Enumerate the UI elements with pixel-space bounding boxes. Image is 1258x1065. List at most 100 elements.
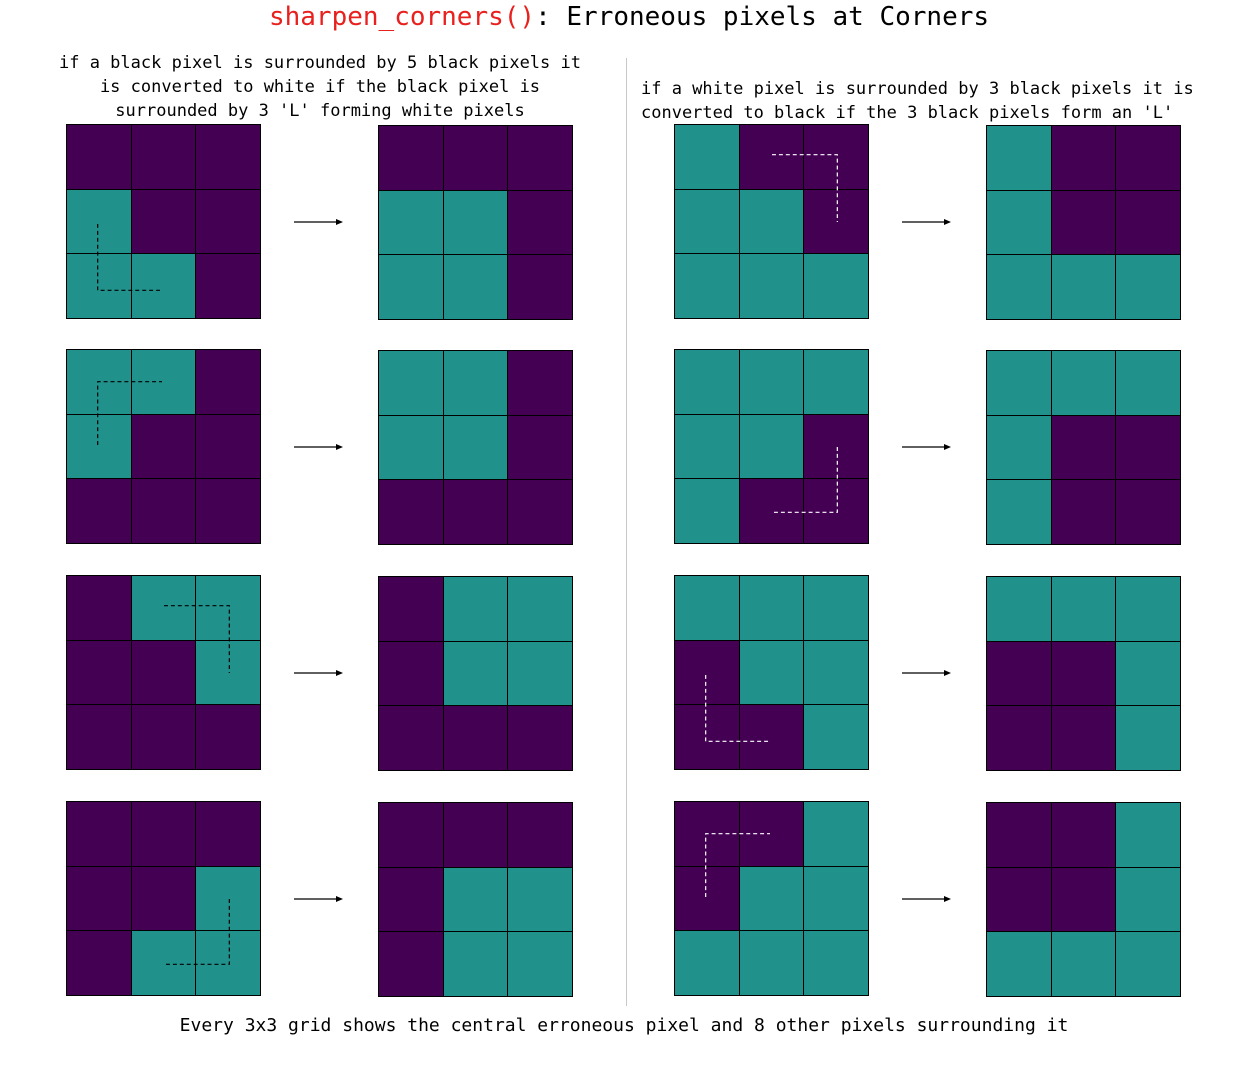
black-pixel-r0c2	[508, 351, 572, 415]
black-pixel-r2c2	[1116, 480, 1180, 544]
white-pixel-r2c2	[1116, 706, 1180, 770]
black-pixel-r0c1	[443, 803, 508, 867]
page-title: sharpen_corners(): Erroneous pixels at C…	[0, 2, 1258, 32]
black-pixel-r0c0	[379, 577, 443, 641]
white-pixel-r0c1	[443, 577, 508, 641]
white-pixel-r2c1	[739, 254, 804, 318]
right-panel-1-after-grid	[986, 125, 1181, 320]
black-pixel-r0c1	[1051, 126, 1116, 190]
white-pixel-r1c2	[1116, 641, 1180, 706]
white-pixel-r1c0	[675, 414, 739, 479]
black-pixel-r0c0	[67, 125, 131, 189]
column-divider	[626, 58, 627, 1006]
white-pixel-r0c1	[1051, 577, 1116, 641]
white-pixel-r1c0	[987, 415, 1051, 480]
white-pixel-r2c1	[443, 932, 508, 996]
right-panel-2-before-grid	[674, 349, 869, 544]
black-pixel-r2c1	[443, 706, 508, 770]
transform-arrow-icon	[294, 670, 343, 676]
white-pixel-r2c0	[379, 255, 443, 319]
white-pixel-r2c2	[804, 705, 868, 769]
white-pixel-r2c0	[67, 254, 131, 318]
white-pixel-r1c2	[1116, 867, 1180, 932]
black-pixel-r1c1	[131, 189, 196, 254]
left-panel-3-after-grid	[378, 576, 573, 771]
white-pixel-r1c1	[739, 866, 804, 931]
white-pixel-r0c0	[675, 576, 739, 640]
white-pixel-r0c2	[1116, 803, 1180, 867]
white-pixel-r1c0	[379, 415, 443, 480]
white-pixel-r2c0	[675, 479, 739, 543]
white-pixel-r0c2	[804, 576, 868, 640]
black-pixel-r2c0	[675, 705, 739, 769]
white-pixel-r2c0	[987, 932, 1051, 996]
right-panel-4-after-grid	[986, 802, 1181, 997]
white-pixel-r2c0	[675, 254, 739, 318]
black-pixel-r0c1	[739, 802, 804, 866]
black-pixel-r1c2	[804, 189, 868, 254]
black-pixel-r0c0	[379, 803, 443, 867]
white-pixel-r1c2	[804, 866, 868, 931]
black-pixel-r0c0	[675, 802, 739, 866]
white-pixel-r0c2	[1116, 577, 1180, 641]
white-pixel-r2c2	[196, 931, 260, 995]
left-panel-4-after-grid	[378, 802, 573, 997]
transform-arrow-icon	[902, 444, 951, 450]
black-pixel-r2c2	[196, 254, 260, 318]
transform-arrow-icon	[294, 896, 343, 902]
white-pixel-r1c0	[67, 189, 131, 254]
black-pixel-r1c0	[67, 640, 131, 705]
left-panel-2-before-grid	[66, 349, 261, 544]
black-pixel-r0c0	[67, 576, 131, 640]
black-pixel-r1c1	[1051, 867, 1116, 932]
white-pixel-r2c1	[739, 931, 804, 995]
white-pixel-r1c1	[443, 190, 508, 255]
white-pixel-r0c1	[131, 350, 196, 414]
white-pixel-r0c1	[1051, 351, 1116, 415]
white-pixel-r2c2	[1116, 255, 1180, 319]
black-pixel-r2c1	[739, 479, 804, 543]
white-pixel-r0c1	[739, 576, 804, 640]
white-pixel-r1c2	[508, 641, 572, 706]
white-pixel-r1c1	[739, 189, 804, 254]
black-pixel-r0c2	[508, 126, 572, 190]
white-pixel-r0c0	[67, 350, 131, 414]
right-panel-3-after-grid	[986, 576, 1181, 771]
black-pixel-r1c2	[508, 415, 572, 480]
black-pixel-r1c0	[379, 867, 443, 932]
white-pixel-r0c2	[508, 577, 572, 641]
white-pixel-r1c1	[443, 641, 508, 706]
black-pixel-r0c0	[987, 803, 1051, 867]
black-pixel-r0c2	[508, 803, 572, 867]
left-rule-caption: if a black pixel is surrounded by 5 blac…	[59, 53, 581, 121]
white-pixel-r2c1	[443, 255, 508, 319]
white-pixel-r0c0	[379, 351, 443, 415]
black-pixel-r0c1	[131, 802, 196, 866]
white-pixel-r1c2	[196, 640, 260, 705]
black-pixel-r1c1	[1051, 641, 1116, 706]
black-pixel-r0c2	[804, 125, 868, 189]
black-pixel-r2c1	[131, 479, 196, 543]
white-pixel-r1c1	[443, 415, 508, 480]
black-pixel-r1c2	[804, 414, 868, 479]
white-pixel-r2c0	[675, 931, 739, 995]
black-pixel-r0c2	[196, 802, 260, 866]
black-pixel-r0c1	[1051, 803, 1116, 867]
transform-arrow-icon	[294, 219, 343, 225]
left-panel-4-before-grid	[66, 801, 261, 996]
black-pixel-r2c2	[196, 479, 260, 543]
black-pixel-r2c0	[67, 479, 131, 543]
left-panel-2-after-grid	[378, 350, 573, 545]
white-pixel-r2c1	[1051, 255, 1116, 319]
black-pixel-r2c2	[196, 705, 260, 769]
white-pixel-r0c2	[804, 350, 868, 414]
white-pixel-r0c2	[196, 576, 260, 640]
white-pixel-r0c1	[131, 576, 196, 640]
white-pixel-r1c0	[67, 414, 131, 479]
left-panel-3-before-grid	[66, 575, 261, 770]
black-pixel-r2c1	[1051, 480, 1116, 544]
transform-arrow-icon	[294, 444, 343, 450]
black-pixel-r2c0	[67, 931, 131, 995]
black-pixel-r1c0	[987, 867, 1051, 932]
white-pixel-r1c1	[443, 867, 508, 932]
